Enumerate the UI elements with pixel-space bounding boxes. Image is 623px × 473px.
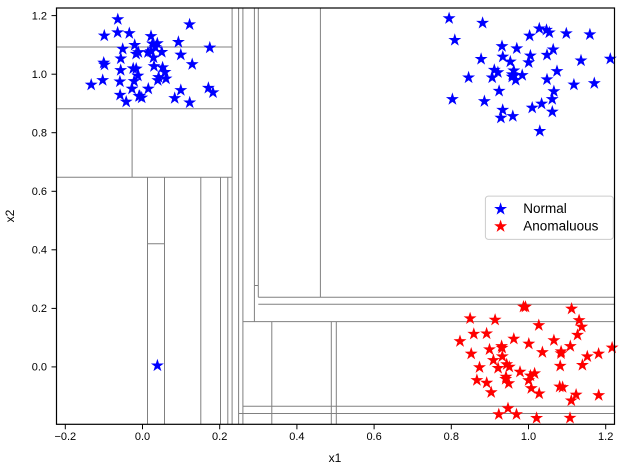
svg-text:Normal: Normal (523, 201, 567, 216)
svg-text:1.2: 1.2 (598, 431, 613, 443)
svg-text:0.8: 0.8 (32, 128, 47, 140)
svg-text:0.6: 0.6 (32, 186, 47, 198)
svg-text:1.0: 1.0 (32, 69, 47, 81)
svg-text:0.4: 0.4 (289, 431, 304, 443)
svg-text:0.0: 0.0 (135, 431, 150, 443)
svg-text:x1: x1 (329, 451, 342, 465)
svg-text:1.2: 1.2 (32, 11, 47, 23)
svg-text:Anomaluous: Anomaluous (523, 218, 598, 233)
svg-text:0.6: 0.6 (366, 431, 381, 443)
svg-text:−0.2: −0.2 (54, 431, 76, 443)
svg-text:0.0: 0.0 (32, 362, 47, 374)
svg-text:0.2: 0.2 (32, 303, 47, 315)
svg-text:0.2: 0.2 (212, 431, 227, 443)
svg-text:0.4: 0.4 (32, 245, 47, 257)
svg-text:0.8: 0.8 (444, 431, 459, 443)
svg-text:1.0: 1.0 (521, 431, 536, 443)
svg-text:x2: x2 (3, 209, 17, 222)
